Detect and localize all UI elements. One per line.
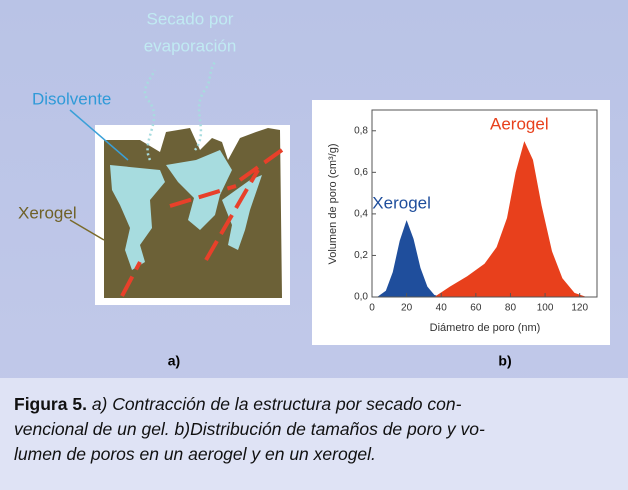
caption-line: vencional de un gel. b)Distribución de t… — [14, 419, 485, 439]
series-label: Aerogel — [490, 115, 549, 134]
caption-line: lumen de poros en un aerogel y en un xer… — [14, 444, 376, 464]
x-tick-label: 40 — [436, 303, 448, 314]
xerogel-label: Xerogel — [18, 203, 77, 222]
x-tick-label: 20 — [401, 303, 413, 314]
caption: Figura 5. a) Contracción de la estructur… — [14, 392, 618, 467]
caption-line: a) Contracción de la estructura por seca… — [92, 394, 462, 414]
y-tick-label: 0,6 — [354, 167, 368, 178]
caption-label: Figura 5. — [14, 394, 87, 414]
x-tick-label: 60 — [470, 303, 482, 314]
y-tick-label: 0,2 — [354, 250, 368, 261]
x-tick-label: 120 — [571, 303, 588, 314]
x-axis-label: Diámetro de poro (nm) — [430, 322, 541, 334]
panel-label: b) — [498, 353, 511, 369]
y-tick-label: 0,8 — [354, 125, 368, 136]
figure: Figura 5. a) Contracción de la estructur… — [0, 0, 628, 490]
evaporation-label: Secado por — [147, 9, 234, 28]
solvent-label: Disolvente — [32, 89, 111, 108]
x-tick-label: 0 — [369, 303, 375, 314]
y-tick-label: 0,4 — [354, 209, 368, 220]
series-label: Xerogel — [372, 194, 431, 213]
y-tick-label: 0,0 — [354, 292, 368, 303]
evaporation-label: evaporación — [144, 36, 237, 55]
caption-area: Figura 5. a) Contracción de la estructur… — [0, 378, 628, 490]
x-tick-label: 80 — [505, 303, 517, 314]
figure-panels: Secado por evaporación Disolvente Xeroge… — [0, 0, 628, 378]
y-axis-label: Volumen de poro (cm³/g) — [327, 143, 339, 264]
panel-label: a) — [168, 353, 180, 369]
panel-b-box — [312, 100, 610, 345]
x-tick-label: 100 — [537, 303, 554, 314]
